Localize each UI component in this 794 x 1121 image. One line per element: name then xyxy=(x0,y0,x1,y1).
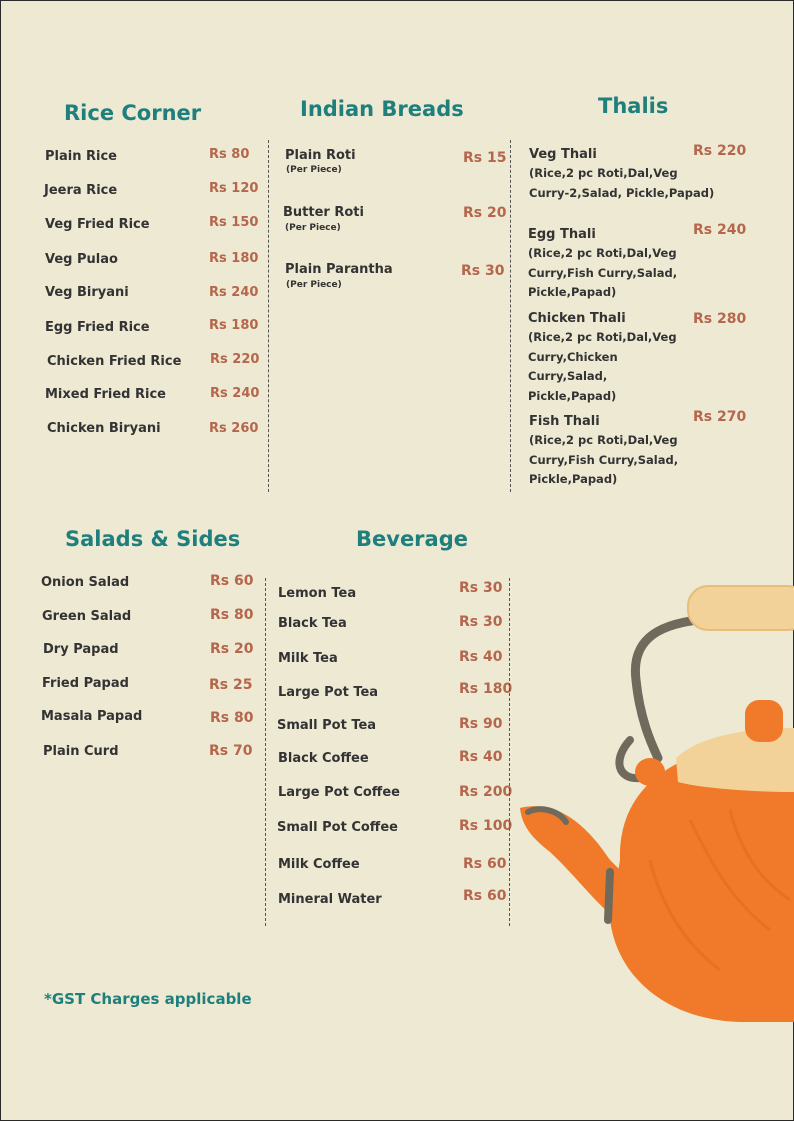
menu-item-name: Veg Biryani xyxy=(45,285,129,300)
menu-item-price: Rs 80 xyxy=(210,607,254,623)
rice-corner-heading: Rice Corner xyxy=(64,101,202,125)
menu-item-name: Dry Papad xyxy=(43,642,119,657)
menu-item-name: Black Tea xyxy=(278,616,347,631)
menu-item-note: (Per Piece) xyxy=(285,223,341,233)
menu-item-name: Veg Pulao xyxy=(45,252,118,267)
menu-item-name: Butter Roti xyxy=(283,205,364,220)
thalis-heading: Thalis xyxy=(598,94,669,118)
menu-item-price: Rs 220 xyxy=(210,352,260,367)
salads-sides-heading: Salads & Sides xyxy=(65,527,241,551)
menu-item-price: Rs 30 xyxy=(461,263,505,279)
menu-item-price: Rs 20 xyxy=(210,641,254,657)
menu-item-name: Plain Roti xyxy=(285,148,356,163)
column-divider xyxy=(510,140,511,492)
menu-item-description: (Rice,2 pc Roti,Dal,Veg Curry,Chicken Cu… xyxy=(528,330,677,403)
menu-item-price: Rs 180 xyxy=(459,681,513,697)
menu-item-price: Rs 200 xyxy=(459,784,513,800)
menu-item-price: Rs 70 xyxy=(209,743,253,759)
menu-item-name: Egg Thali xyxy=(528,227,596,242)
beverage-heading: Beverage xyxy=(356,527,468,551)
menu-item-name: Masala Papad xyxy=(41,709,143,724)
menu-item-price: Rs 15 xyxy=(463,150,507,166)
menu-item-name: Lemon Tea xyxy=(278,586,357,601)
menu-item-price: Rs 90 xyxy=(459,716,503,732)
menu-item-name: Chicken Fried Rice xyxy=(47,354,182,369)
menu-item-name: Jeera Rice xyxy=(44,183,118,198)
column-divider xyxy=(265,578,266,926)
menu-item-price: Rs 180 xyxy=(209,251,259,266)
menu-item-price: Rs 120 xyxy=(209,181,259,196)
menu-item-description: (Rice,2 pc Roti,Dal,Veg Curry-2,Salad, P… xyxy=(529,166,715,200)
menu-item-name: Plain Curd xyxy=(43,744,119,759)
menu-item-name: Plain Parantha xyxy=(285,262,393,277)
menu-item-price: Rs 40 xyxy=(459,749,503,765)
menu-item-name: Large Pot Coffee xyxy=(278,785,400,800)
menu-item-name: Veg Fried Rice xyxy=(45,217,150,232)
menu-item-price: Rs 280 xyxy=(693,311,747,327)
menu-item-price: Rs 25 xyxy=(209,677,253,693)
menu-item-price: Rs 220 xyxy=(693,143,747,159)
menu-item-name: Fried Papad xyxy=(42,676,129,691)
menu-item-name: Veg Thali xyxy=(529,147,597,162)
menu-item-price: Rs 150 xyxy=(209,215,259,230)
menu-item-price: Rs 20 xyxy=(463,205,507,221)
menu-item-price: Rs 40 xyxy=(459,649,503,665)
menu-item-name: Chicken Biryani xyxy=(47,421,161,436)
menu-item-price: Rs 60 xyxy=(210,573,254,589)
menu-item-name: Onion Salad xyxy=(41,575,130,590)
menu-item-name: Large Pot Tea xyxy=(278,685,379,700)
menu-item-price: Rs 80 xyxy=(210,710,254,726)
menu-item-price: Rs 60 xyxy=(463,856,507,872)
menu-item-name: Milk Tea xyxy=(278,651,338,666)
menu-item-price: Rs 30 xyxy=(459,614,503,630)
menu-item-name: Green Salad xyxy=(42,609,132,624)
menu-item-price: Rs 180 xyxy=(209,318,259,333)
menu-item-price: Rs 100 xyxy=(459,818,513,834)
menu-item-price: Rs 80 xyxy=(209,147,250,162)
menu-item-price: Rs 270 xyxy=(693,409,747,425)
menu-item-description: (Rice,2 pc Roti,Dal,Veg Curry,Fish Curry… xyxy=(528,246,678,299)
menu-item-name: Chicken Thali xyxy=(528,311,626,326)
menu-item-name: Fish Thali xyxy=(529,414,600,429)
menu-item-description: (Rice,2 pc Roti,Dal,Veg Curry,Fish Curry… xyxy=(529,433,679,486)
menu-item-note: (Per Piece) xyxy=(286,280,342,290)
menu-item-name: Small Pot Tea xyxy=(277,718,377,733)
menu-item-name: Mineral Water xyxy=(278,892,382,907)
gst-note: *GST Charges applicable xyxy=(44,990,252,1008)
menu-item-price: Rs 240 xyxy=(210,386,260,401)
menu-item-price: Rs 60 xyxy=(463,888,507,904)
menu-item-price: Rs 240 xyxy=(693,222,747,238)
column-divider xyxy=(509,578,510,926)
menu-item-name: Mixed Fried Rice xyxy=(45,387,166,402)
menu-item-name: Plain Rice xyxy=(45,149,117,164)
menu-item-price: Rs 260 xyxy=(209,421,259,436)
menu-item-name: Milk Coffee xyxy=(278,857,360,872)
teapot-illustration xyxy=(520,585,794,1022)
menu-item-name: Small Pot Coffee xyxy=(277,820,398,835)
menu-item-price: Rs 30 xyxy=(459,580,503,596)
menu-item-name: Egg Fried Rice xyxy=(45,320,150,335)
column-divider xyxy=(268,140,269,492)
indian-breads-heading: Indian Breads xyxy=(300,97,464,121)
menu-item-price: Rs 240 xyxy=(209,285,259,300)
menu-item-note: (Per Piece) xyxy=(286,165,342,175)
menu-item-name: Black Coffee xyxy=(278,751,369,766)
